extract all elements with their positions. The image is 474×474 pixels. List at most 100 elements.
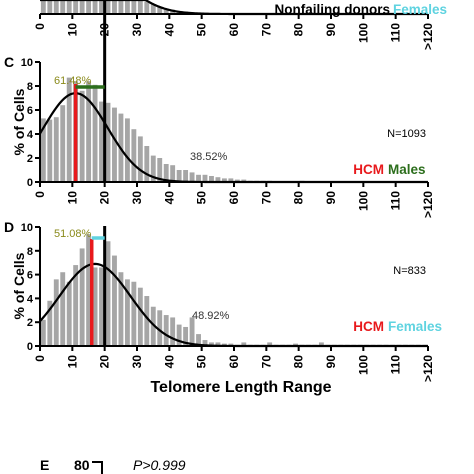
bar — [66, 281, 72, 346]
x-tick-label: 60 — [227, 191, 241, 205]
y-tick-label: 0 — [27, 177, 33, 189]
x-tick-label: 90 — [324, 355, 338, 369]
x-tick-label: 10 — [65, 355, 79, 369]
x-tick-label: 30 — [130, 191, 144, 205]
bar — [99, 101, 104, 182]
bar — [131, 281, 137, 346]
bar — [157, 158, 163, 182]
panel-c-n-label: N=1093 — [387, 128, 426, 140]
bar — [79, 90, 85, 182]
x-tick-label: 90 — [324, 23, 338, 37]
bar — [163, 8, 169, 14]
bar — [189, 317, 195, 346]
y-tick-label: 8 — [27, 246, 33, 258]
x-tick-label: 70 — [259, 355, 273, 369]
bar — [183, 326, 189, 346]
panel-e-y-axis — [92, 461, 103, 474]
bar — [137, 287, 143, 346]
bar — [99, 267, 104, 346]
bar — [47, 0, 53, 14]
x-tick-label: 60 — [227, 23, 241, 37]
y-tick-label: 4 — [27, 293, 34, 305]
x-tick-label: 50 — [195, 23, 209, 37]
panel-e-p-value: P>0.999 — [133, 457, 186, 473]
bar — [163, 315, 169, 346]
bar — [209, 342, 214, 346]
bar — [131, 0, 137, 14]
x-tick-label: 40 — [162, 23, 176, 37]
x-tick-label: 50 — [195, 355, 209, 369]
bar — [170, 317, 176, 346]
x-tick-label: 20 — [98, 191, 112, 205]
bar — [228, 343, 234, 346]
bar — [241, 179, 247, 182]
x-tick-label: 0 — [33, 355, 47, 362]
bar — [318, 342, 324, 346]
bar — [157, 6, 163, 14]
x-tick-label: >120 — [421, 191, 435, 218]
bar — [60, 105, 66, 182]
x-tick-label: 100 — [356, 355, 370, 375]
x-tick-label: 70 — [259, 191, 273, 205]
panel-e: E 80 P>0.999 — [40, 457, 186, 474]
bar — [144, 296, 150, 346]
bar — [118, 272, 124, 346]
panel-d-left-percent: 51.08% — [54, 228, 92, 240]
x-tick-label: 10 — [65, 23, 79, 37]
bar — [73, 0, 79, 14]
bar — [241, 342, 247, 346]
x-tick-label: 0 — [33, 191, 47, 198]
bar — [40, 0, 46, 14]
bar — [112, 255, 117, 346]
panel-b-legend-sex: Females — [393, 2, 447, 17]
bar — [40, 118, 46, 182]
y-tick-label: 6 — [27, 105, 33, 117]
x-tick-label: 40 — [162, 355, 176, 369]
bar — [105, 241, 111, 346]
bar — [53, 0, 59, 14]
bar — [79, 248, 85, 346]
x-tick-label: 100 — [356, 191, 370, 211]
bar — [66, 77, 72, 182]
x-tick-label: 70 — [259, 23, 273, 37]
y-tick-label: 0 — [27, 341, 33, 353]
x-tick-label: 80 — [292, 355, 306, 369]
bar — [150, 4, 156, 14]
bar — [137, 0, 143, 14]
bar — [99, 0, 104, 14]
x-tick-label: 30 — [130, 355, 144, 369]
panel-c-x-ticks: 0 10 20 30 40 50 60 70 80 90 100 110 >120 — [33, 182, 435, 218]
bar — [86, 0, 92, 14]
bar — [144, 146, 150, 182]
y-tick-label: 6 — [27, 270, 33, 282]
bar — [79, 0, 85, 14]
bar — [150, 155, 156, 182]
bar — [163, 164, 169, 182]
x-tick-label: 110 — [389, 355, 403, 375]
panel-d-legend-group: HCM — [353, 319, 384, 334]
panel-d-x-ticks: 0 10 20 30 40 50 60 70 80 90 100 110 >120 — [33, 346, 435, 382]
y-tick-label: 8 — [27, 81, 33, 93]
bar — [112, 107, 117, 182]
x-tick-label: 50 — [195, 191, 209, 205]
panel-c-right-percent: 38.52% — [190, 151, 228, 163]
bar — [267, 342, 273, 346]
bar — [176, 170, 182, 182]
x-tick-label: 20 — [98, 355, 112, 369]
bar — [73, 265, 79, 346]
bar — [53, 117, 59, 182]
y-tick-label: 2 — [27, 317, 33, 329]
panel-d-ylabel: % of Cells — [11, 252, 27, 319]
x-tick-label: 40 — [162, 191, 176, 205]
bar — [144, 1, 150, 14]
bar — [60, 0, 66, 14]
bar — [47, 300, 53, 346]
bar — [209, 176, 214, 182]
panel-b-bars — [40, 0, 234, 14]
bar — [124, 0, 130, 14]
x-tick-label: 110 — [389, 191, 403, 211]
bar — [234, 179, 240, 182]
panel-c-ylabel: % of Cells — [11, 88, 27, 155]
